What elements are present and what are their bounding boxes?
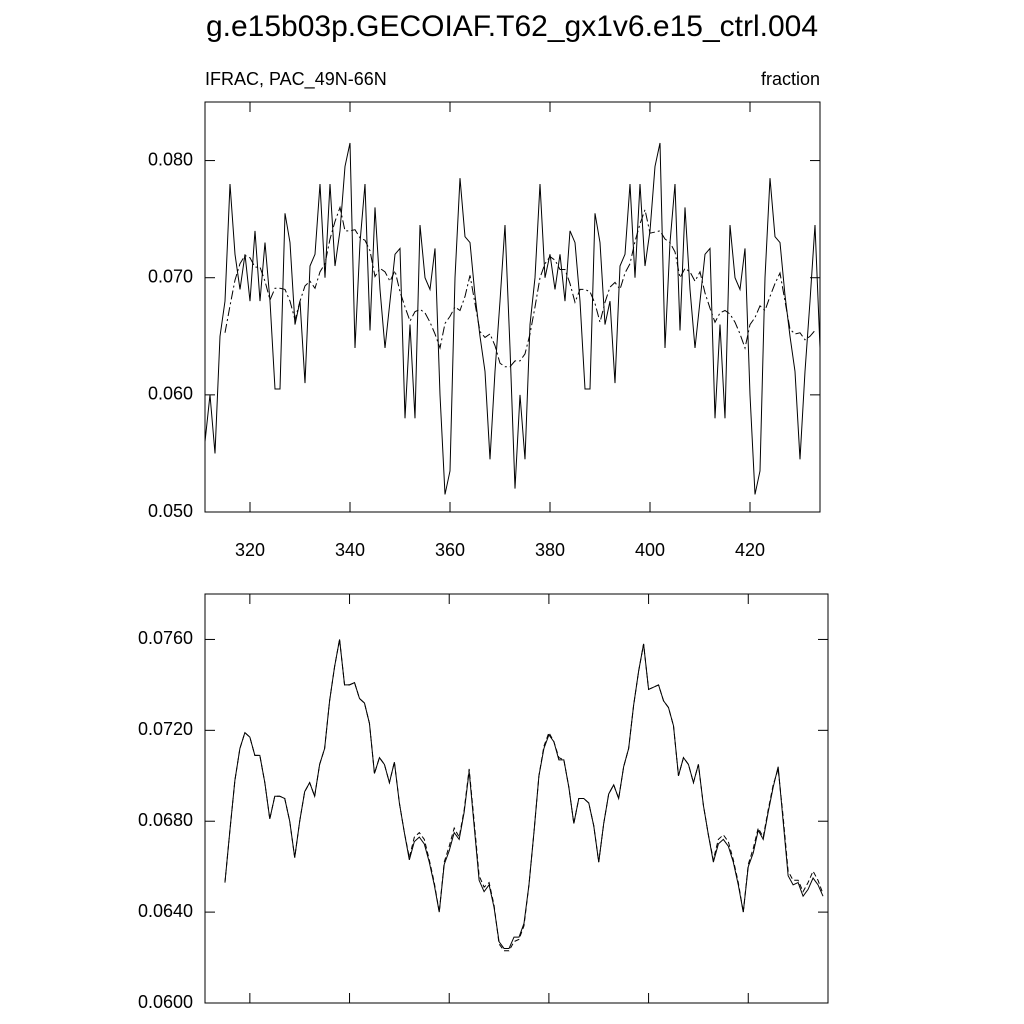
y-tick-label: 0.0640 bbox=[138, 901, 193, 921]
y-tick-label: 0.050 bbox=[148, 501, 193, 521]
x-tick-label: 340 bbox=[335, 540, 365, 560]
plot-frame bbox=[204, 593, 829, 1004]
page-title: g.e15b03p.GECOIAF.T62_gx1v6.e15_ctrl.004 bbox=[206, 10, 818, 43]
y-tick-label: 0.070 bbox=[148, 266, 193, 286]
y-tick-label: 0.0600 bbox=[138, 992, 193, 1012]
x-tick-label: 420 bbox=[735, 540, 765, 560]
x-tick-label: 380 bbox=[535, 540, 565, 560]
x-tick-label: 320 bbox=[235, 540, 265, 560]
x-tick-label: 400 bbox=[635, 540, 665, 560]
series-line bbox=[224, 205, 816, 368]
y-tick-label: 0.0680 bbox=[138, 810, 193, 830]
y-tick-label: 0.080 bbox=[148, 149, 193, 169]
left-string: IFRAC, PAC_49N-66N bbox=[205, 69, 387, 90]
right-string: fraction bbox=[761, 69, 820, 89]
y-tick-label: 0.060 bbox=[148, 384, 193, 404]
x-tick-label: 360 bbox=[435, 540, 465, 560]
series-line bbox=[204, 142, 821, 495]
y-tick-label: 0.0720 bbox=[138, 719, 193, 739]
series-line bbox=[224, 639, 824, 952]
y-tick-label: 0.0760 bbox=[138, 628, 193, 648]
plot-frame bbox=[204, 101, 821, 513]
